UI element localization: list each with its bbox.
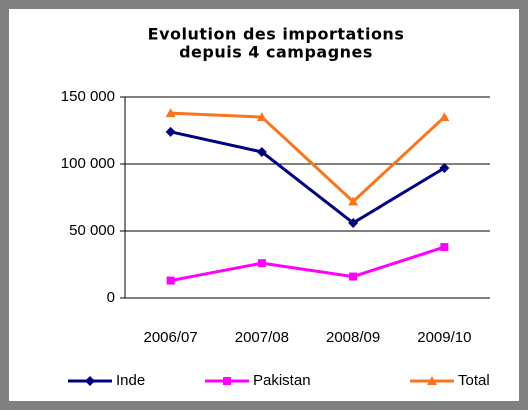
legend-label: Pakistan	[253, 372, 311, 389]
x-tick-label: 2007/08	[235, 329, 289, 346]
marker	[165, 126, 176, 137]
marker	[166, 276, 175, 285]
series-line	[170, 111, 446, 204]
marker	[256, 112, 267, 122]
chart-title: depuis 4 campagnes	[179, 43, 373, 62]
chart-title: Evolution des importations	[148, 25, 405, 44]
marker	[439, 112, 450, 122]
y-tick-label: 50 000	[69, 222, 115, 239]
series-line	[170, 130, 446, 225]
legend-label: Inde	[116, 372, 145, 389]
marker	[349, 272, 358, 281]
y-tick-label: 100 000	[61, 155, 115, 172]
y-tick-label: 0	[107, 289, 115, 306]
marker	[348, 217, 359, 228]
y-tick-label: 150 000	[61, 88, 115, 105]
marker	[440, 243, 449, 252]
legend-marker	[85, 376, 95, 386]
legend-marker	[223, 377, 231, 385]
x-tick-label: 2009/10	[417, 329, 471, 346]
marker	[256, 146, 267, 157]
legend-marker	[427, 376, 437, 385]
marker	[439, 163, 450, 174]
series-line	[170, 245, 445, 283]
x-tick-label: 2006/07	[144, 329, 198, 346]
legend-label: Total	[458, 372, 490, 389]
chart-area	[9, 9, 519, 401]
marker	[348, 196, 359, 206]
marker	[257, 259, 266, 268]
x-tick-label: 2008/09	[326, 329, 380, 346]
marker	[165, 108, 176, 118]
